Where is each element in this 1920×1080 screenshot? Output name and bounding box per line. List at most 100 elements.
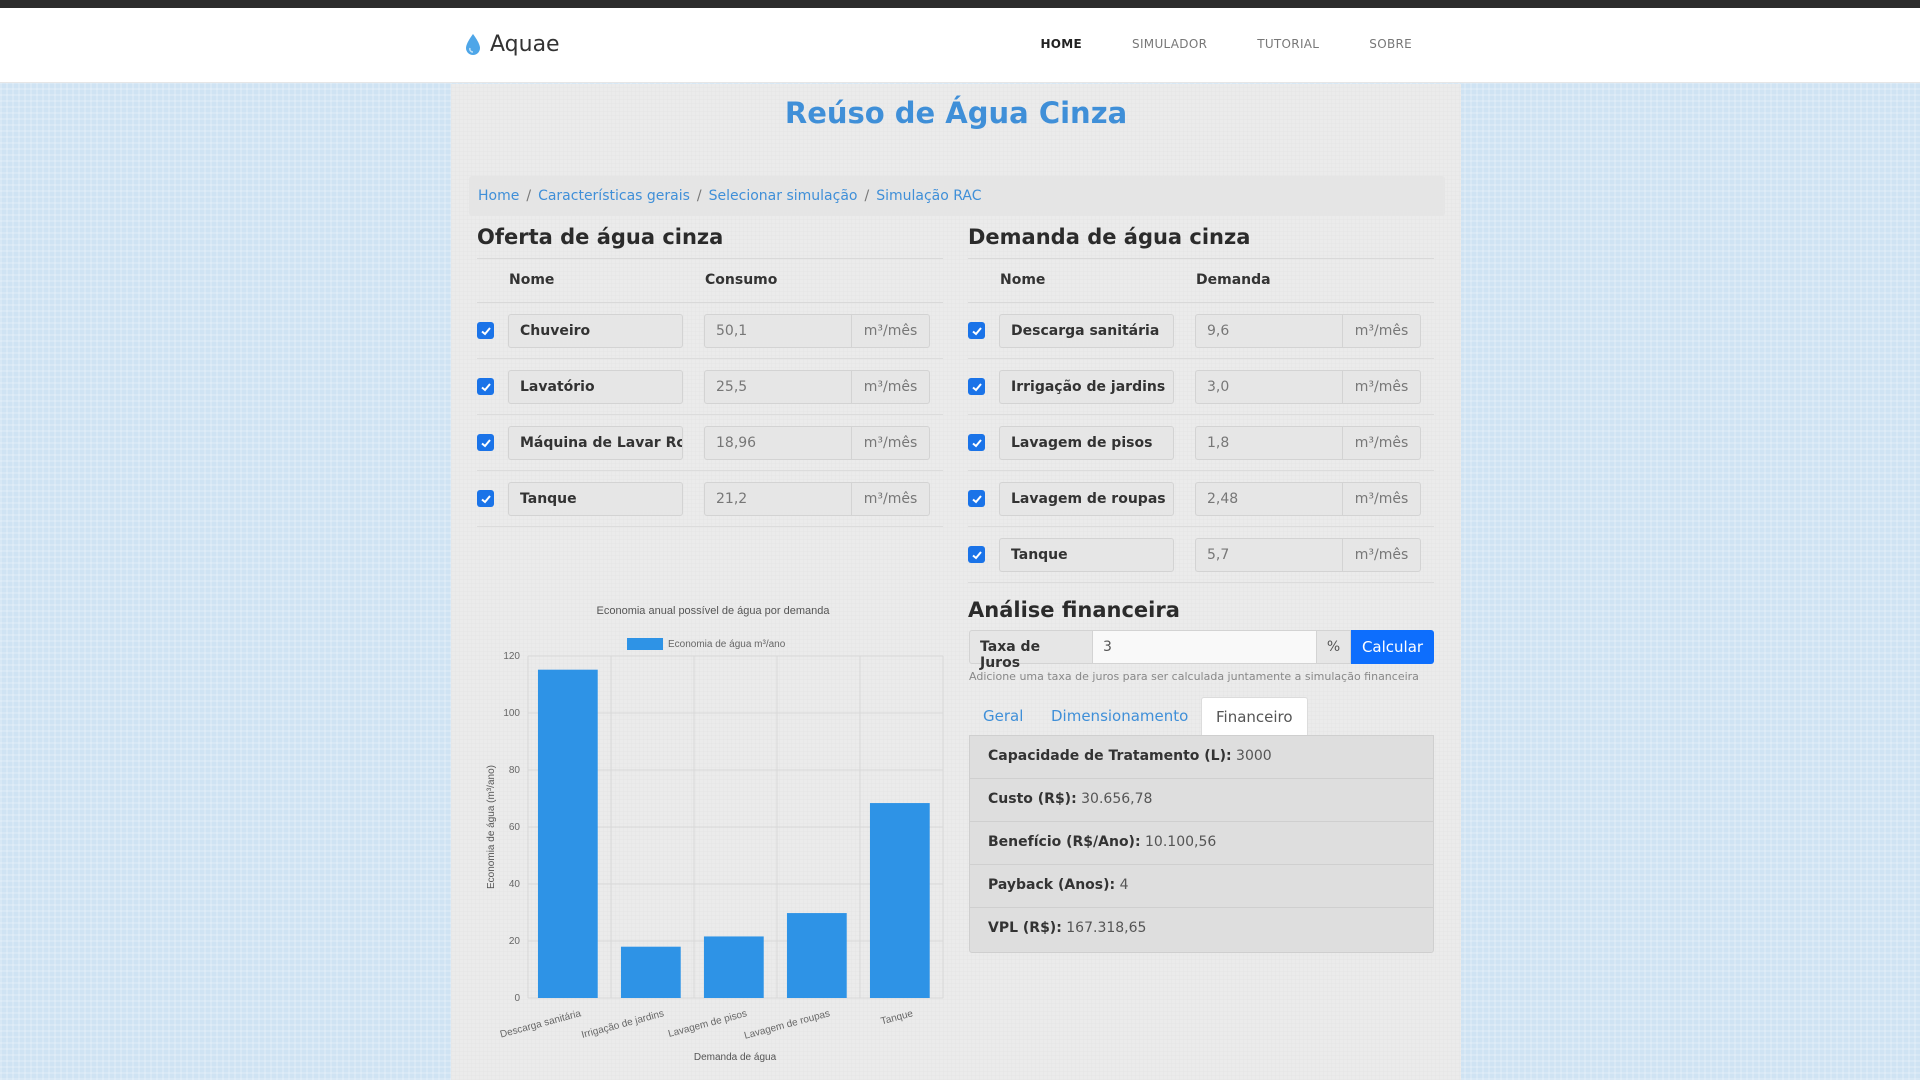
row-value-input[interactable]: 25,5 — [704, 370, 852, 404]
oferta-col-consumo: Consumo — [705, 272, 778, 288]
row-name[interactable]: Descarga sanitária — [999, 314, 1174, 348]
breadcrumb-home[interactable]: Home — [478, 188, 520, 204]
checkbox[interactable] — [477, 322, 494, 339]
tab-dimensionamento[interactable]: Dimensionamento — [1051, 707, 1189, 725]
x-tick-label: Irrigação de jardins — [580, 1008, 665, 1041]
breadcrumb-selecionar[interactable]: Selecionar simulação — [708, 188, 858, 204]
row-unit: m³/mês — [1342, 482, 1421, 516]
checkbox[interactable] — [968, 546, 985, 563]
demanda-header-divider — [968, 302, 1434, 303]
row-name[interactable]: Irrigação de jardins — [999, 370, 1174, 404]
water-drop-icon — [466, 33, 480, 55]
row-name[interactable]: Lavatório — [508, 370, 683, 404]
row-value-input[interactable]: 3,0 — [1195, 370, 1343, 404]
result-capacidade: Capacidade de Tratamento (L): 3000 — [970, 736, 1433, 779]
nav-sobre[interactable]: SOBRE — [1369, 37, 1412, 51]
row-value-input[interactable]: 1,8 — [1195, 426, 1343, 460]
row-value-input[interactable]: 21,2 — [704, 482, 852, 516]
y-tick-label: 20 — [509, 936, 521, 947]
row-value-input[interactable]: 5,7 — [1195, 538, 1343, 572]
check-icon — [480, 326, 491, 335]
x-tick-label: Lavagem de pisos — [667, 1008, 748, 1040]
row-unit: m³/mês — [1342, 314, 1421, 348]
table-row: Descarga sanitária 9,6 m³/mês — [968, 314, 1434, 348]
checkbox[interactable] — [968, 322, 985, 339]
row-name[interactable]: Tanque — [508, 482, 683, 516]
economia-bar-chart: Economia anual possível de água por dema… — [486, 605, 944, 1063]
demanda-col-nome: Nome — [1000, 272, 1046, 288]
row-divider — [968, 358, 1434, 359]
bar — [869, 803, 930, 998]
table-row: Tanque 5,7 m³/mês — [968, 538, 1434, 572]
demanda-col-demanda: Demanda — [1196, 272, 1271, 288]
bar — [537, 669, 598, 998]
checkbox[interactable] — [477, 490, 494, 507]
row-value-input[interactable]: 9,6 — [1195, 314, 1343, 348]
taxa-juros-label: Taxa de Juros — [969, 630, 1093, 671]
result-vpl: VPL (R$): 167.318,65 — [970, 908, 1433, 951]
nav-home[interactable]: HOME — [1040, 37, 1083, 51]
page-title: Reúso de Água Cinza — [784, 96, 1128, 130]
row-divider — [968, 582, 1434, 583]
nav-menu: HOME SIMULADOR TUTORIAL SOBRE — [1040, 37, 1412, 51]
brand-logo[interactable]: Aquae — [464, 32, 560, 57]
row-value-input[interactable]: 2,48 — [1195, 482, 1343, 516]
chart-title: Economia anual possível de água por dema… — [597, 605, 831, 617]
row-value-input[interactable]: 50,1 — [704, 314, 852, 348]
result-vpl-label: VPL (R$): — [988, 920, 1062, 936]
x-axis-label: Demanda de água — [694, 1052, 777, 1063]
calcular-button[interactable]: Calcular — [1351, 630, 1434, 664]
oferta-col-nome: Nome — [509, 272, 555, 288]
table-row: Máquina de Lavar Rc 18,96 m³/mês — [477, 426, 943, 460]
checkbox[interactable] — [968, 378, 985, 395]
nav-tutorial[interactable]: TUTORIAL — [1257, 37, 1320, 51]
row-divider — [477, 470, 943, 471]
row-name[interactable]: Lavagem de roupas — [999, 482, 1174, 516]
breadcrumb-separator: / — [526, 188, 532, 204]
row-name[interactable]: Lavagem de pisos — [999, 426, 1174, 460]
result-payback: Payback (Anos): 4 — [970, 865, 1433, 908]
result-custo-value: 30.656,78 — [1081, 791, 1153, 807]
checkbox[interactable] — [968, 434, 985, 451]
taxa-juros-input[interactable]: 3 — [1092, 630, 1317, 664]
tab-financeiro[interactable]: Financeiro — [1201, 697, 1308, 735]
bar — [786, 913, 847, 998]
check-icon — [971, 494, 982, 503]
brand-name: Aquae — [490, 32, 560, 57]
result-beneficio-label: Benefício (R$/Ano): — [988, 834, 1141, 850]
row-divider — [477, 414, 943, 415]
navbar: Aquae HOME SIMULADOR TUTORIAL SOBRE — [0, 8, 1920, 83]
row-divider — [968, 414, 1434, 415]
row-unit: m³/mês — [851, 426, 930, 460]
row-name[interactable]: Tanque — [999, 538, 1174, 572]
result-custo: Custo (R$): 30.656,78 — [970, 779, 1433, 822]
row-divider — [477, 526, 943, 527]
result-custo-label: Custo (R$): — [988, 791, 1077, 807]
tab-geral[interactable]: Geral — [983, 707, 1024, 725]
y-tick-label: 0 — [514, 993, 520, 1004]
row-name[interactable]: Chuveiro — [508, 314, 683, 348]
row-value-input[interactable]: 18,96 — [704, 426, 852, 460]
result-capacidade-label: Capacidade de Tratamento (L): — [988, 748, 1232, 764]
taxa-juros-help: Adicione uma taxa de juros para ser calc… — [969, 670, 1419, 683]
checkbox[interactable] — [968, 490, 985, 507]
y-tick-label: 120 — [503, 651, 520, 662]
y-axis-label: Economia de água (m³/ano) — [486, 765, 497, 889]
checkbox[interactable] — [477, 434, 494, 451]
legend-swatch — [627, 638, 663, 650]
legend-label: Economia de água m³/ano — [668, 639, 786, 650]
breadcrumb-simulacao[interactable]: Simulação RAC — [876, 188, 982, 204]
row-unit: m³/mês — [851, 482, 930, 516]
taxa-juros-group: Taxa de Juros 3 % Calcular — [969, 630, 1434, 671]
row-name[interactable]: Máquina de Lavar Rc — [508, 426, 683, 460]
result-beneficio-value: 10.100,56 — [1145, 834, 1217, 850]
breadcrumb-caracteristicas[interactable]: Características gerais — [538, 188, 690, 204]
checkbox[interactable] — [477, 378, 494, 395]
result-vpl-value: 167.318,65 — [1066, 920, 1147, 936]
y-tick-label: 40 — [509, 879, 521, 890]
nav-simulador[interactable]: SIMULADOR — [1132, 37, 1208, 51]
check-icon — [480, 494, 491, 503]
x-tick-label: Descarga sanitária — [499, 1008, 583, 1040]
table-row: Lavagem de pisos 1,8 m³/mês — [968, 426, 1434, 460]
result-beneficio: Benefício (R$/Ano): 10.100,56 — [970, 822, 1433, 865]
